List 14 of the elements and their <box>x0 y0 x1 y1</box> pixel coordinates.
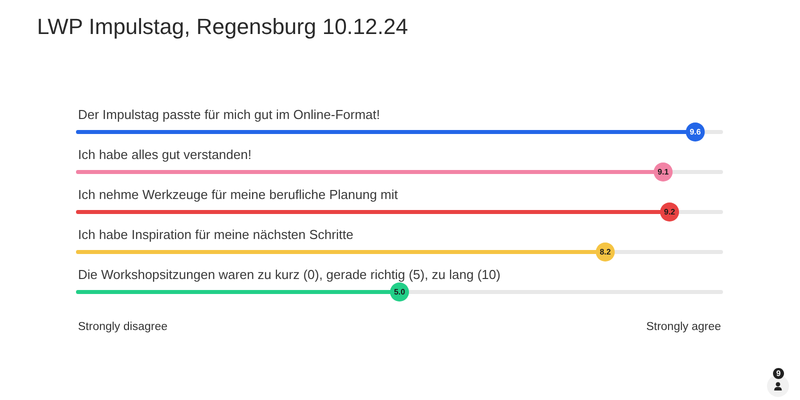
data-label: 9.1 <box>658 168 670 177</box>
data-label: 9.2 <box>664 208 676 217</box>
data-label: 8.2 <box>600 248 612 257</box>
y-tick-label: Ich habe Inspiration für meine nächsten Schritte <box>78 227 354 242</box>
text: LWP Impulstag, Regensburg 10.12.24 <box>37 14 408 40</box>
data-label: 9.6 <box>690 128 702 137</box>
data-label: 5.0 <box>394 288 406 297</box>
y-tick-label: Die Workshopsitzungen waren zu kurz (0), gerade richtig (5), zu lang (10) <box>78 267 500 282</box>
text: 9 <box>773 368 784 379</box>
y-tick-label: Ich nehme Werkzeuge für meine berufliche Planung mit <box>78 187 398 202</box>
y-tick-label: Der Impulstag passte für mich gut im Online-Format! <box>78 107 380 122</box>
y-tick-label: Ich habe alles gut verstanden! <box>78 147 252 162</box>
text: Strongly agree <box>646 321 721 334</box>
text: Strongly disagree <box>78 321 168 334</box>
